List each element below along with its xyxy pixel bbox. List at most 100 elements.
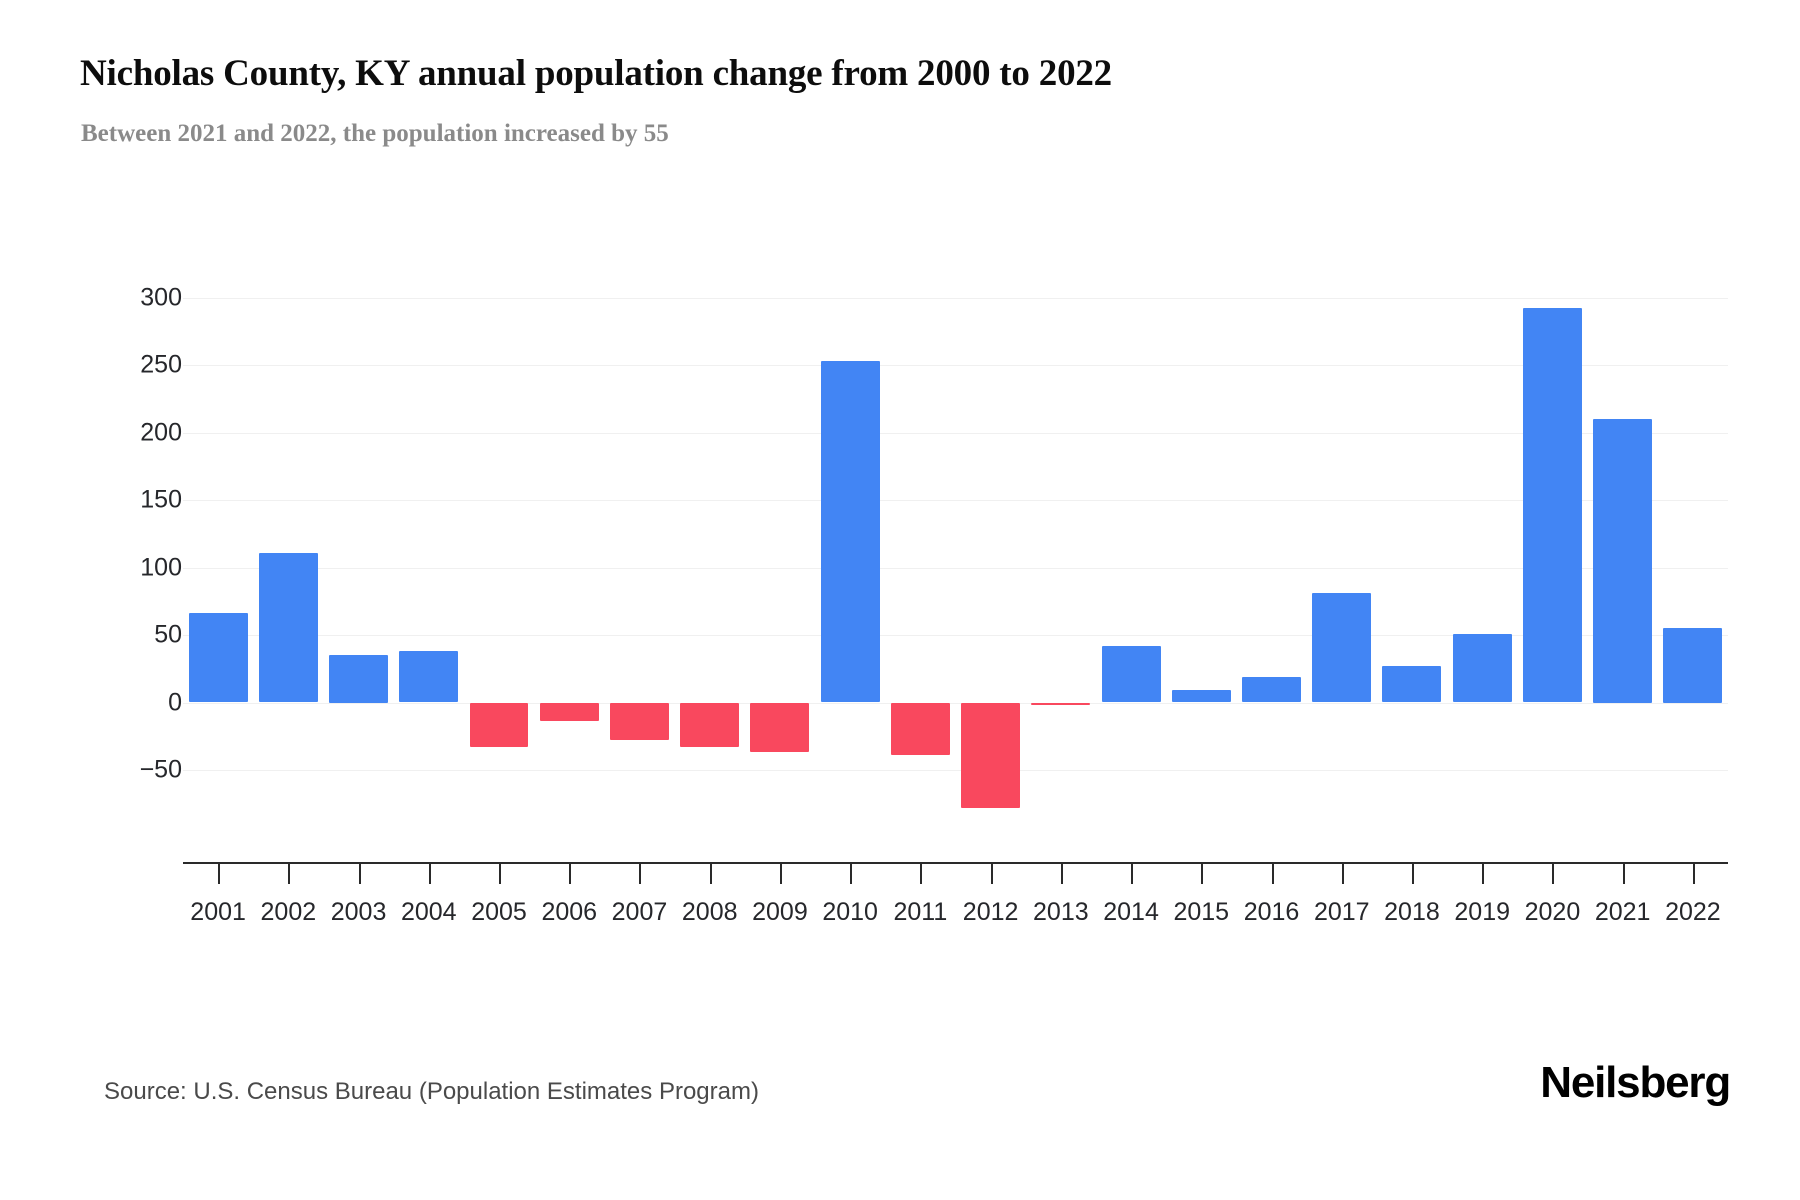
x-tick-label-2022: 2022 bbox=[1665, 898, 1721, 926]
bar-2007[interactable] bbox=[609, 702, 669, 741]
bar-2010[interactable] bbox=[820, 360, 880, 703]
x-tick-2012 bbox=[990, 862, 993, 884]
bar-2018[interactable] bbox=[1382, 666, 1442, 703]
y-tick-label: 200 bbox=[140, 418, 182, 446]
gridline-200 bbox=[183, 432, 1728, 434]
bar-2011[interactable] bbox=[890, 702, 950, 756]
bar-slot[interactable] bbox=[956, 284, 1026, 824]
bar-slot[interactable] bbox=[1166, 284, 1236, 824]
bar-2014[interactable] bbox=[1101, 645, 1161, 703]
x-tick-label-2015: 2015 bbox=[1173, 898, 1230, 926]
bar-2002[interactable] bbox=[258, 552, 318, 703]
bar-2022[interactable] bbox=[1663, 628, 1723, 703]
x-tick-2017 bbox=[1341, 862, 1344, 884]
gridline-0 bbox=[183, 702, 1728, 704]
bar-2001[interactable] bbox=[188, 613, 248, 703]
y-tick-label: 0 bbox=[168, 688, 182, 716]
y-tick-label: 300 bbox=[140, 283, 182, 311]
bar-2004[interactable] bbox=[399, 651, 459, 703]
bar-slot[interactable] bbox=[1588, 284, 1658, 824]
bar-slot[interactable] bbox=[1517, 284, 1587, 824]
bar-slot[interactable] bbox=[323, 284, 393, 824]
x-tick-label-2006: 2006 bbox=[541, 898, 598, 926]
x-tick-label-2008: 2008 bbox=[681, 898, 738, 926]
bar-slot[interactable] bbox=[464, 284, 534, 824]
bar-2021[interactable] bbox=[1593, 419, 1653, 703]
bar-2019[interactable] bbox=[1452, 633, 1512, 703]
y-tick-label: −50 bbox=[139, 755, 182, 784]
y-tick-label: 100 bbox=[140, 553, 182, 581]
plot-area bbox=[183, 284, 1728, 824]
bar-slot[interactable] bbox=[534, 284, 604, 824]
x-tick-2009 bbox=[779, 862, 782, 884]
bar-2012[interactable] bbox=[961, 702, 1021, 808]
x-tick-label-2002: 2002 bbox=[260, 898, 317, 926]
bar-slot[interactable] bbox=[253, 284, 323, 824]
x-tick-2007 bbox=[639, 862, 642, 884]
y-tick-label: 150 bbox=[140, 485, 182, 514]
bar-slot[interactable] bbox=[1447, 284, 1517, 824]
x-tick-label-2005: 2005 bbox=[471, 898, 527, 926]
x-tick-2011 bbox=[920, 862, 923, 884]
gridline-50 bbox=[183, 635, 1728, 636]
bar-slot[interactable] bbox=[183, 284, 253, 824]
x-tick-2022 bbox=[1692, 862, 1695, 884]
page-title: Nicholas County, KY annual population ch… bbox=[80, 53, 1112, 94]
x-tick-label-2003: 2003 bbox=[330, 898, 387, 926]
bar-slot[interactable] bbox=[394, 284, 464, 824]
x-tick-2015 bbox=[1201, 862, 1204, 884]
source-note: Source: U.S. Census Bureau (Population E… bbox=[104, 1078, 759, 1105]
bar-2005[interactable] bbox=[469, 702, 529, 748]
bar-2006[interactable] bbox=[539, 702, 599, 722]
x-tick-2013 bbox=[1060, 862, 1063, 884]
x-tick-2016 bbox=[1271, 862, 1274, 884]
bar-slot[interactable] bbox=[1307, 284, 1377, 824]
bar-slot[interactable] bbox=[885, 284, 955, 824]
x-tick-label-2001: 2001 bbox=[190, 898, 246, 926]
x-tick-2004 bbox=[428, 862, 431, 884]
bar-slot[interactable] bbox=[675, 284, 745, 824]
bar-2015[interactable] bbox=[1171, 690, 1231, 703]
bar-slot[interactable] bbox=[745, 284, 815, 824]
x-tick-2010 bbox=[850, 862, 853, 884]
x-tick-label-2019: 2019 bbox=[1454, 898, 1511, 926]
x-tick-label-2021: 2021 bbox=[1594, 898, 1651, 926]
x-tick-2003 bbox=[358, 862, 361, 884]
bar-2016[interactable] bbox=[1242, 676, 1301, 703]
bar-slot[interactable] bbox=[1026, 284, 1096, 824]
x-tick-label-2013: 2013 bbox=[1033, 898, 1089, 926]
gridline--50 bbox=[183, 770, 1728, 771]
x-tick-2005 bbox=[499, 862, 502, 884]
gridline-100 bbox=[183, 567, 1728, 569]
bar-slot[interactable] bbox=[604, 284, 674, 824]
x-tick-2006 bbox=[569, 862, 572, 884]
gridline-150 bbox=[183, 500, 1728, 501]
bar-slot[interactable] bbox=[1658, 284, 1728, 824]
bar-2003[interactable] bbox=[329, 655, 389, 703]
bar-series bbox=[183, 284, 1728, 824]
bar-slot[interactable] bbox=[1377, 284, 1447, 824]
bar-2020[interactable] bbox=[1522, 308, 1582, 703]
y-tick-label: 50 bbox=[154, 620, 182, 649]
y-tick-label: 250 bbox=[140, 350, 182, 379]
page-subtitle: Between 2021 and 2022, the population in… bbox=[81, 120, 669, 147]
bar-slot[interactable] bbox=[1236, 284, 1306, 824]
gridline-250 bbox=[183, 365, 1728, 366]
x-tick-label-2018: 2018 bbox=[1384, 898, 1440, 926]
bar-2017[interactable] bbox=[1312, 593, 1372, 703]
x-tick-2014 bbox=[1131, 862, 1134, 884]
x-tick-label-2009: 2009 bbox=[752, 898, 808, 926]
bar-2008[interactable] bbox=[680, 702, 740, 748]
x-tick-label-2020: 2020 bbox=[1524, 898, 1581, 926]
x-tick-label-2004: 2004 bbox=[400, 898, 457, 926]
bar-slot[interactable] bbox=[815, 284, 885, 824]
x-tick-label-2011: 2011 bbox=[893, 898, 948, 926]
x-tick-2001 bbox=[218, 862, 221, 884]
x-tick-2021 bbox=[1622, 862, 1625, 884]
bar-2009[interactable] bbox=[750, 702, 810, 753]
bar-2013[interactable] bbox=[1031, 702, 1091, 705]
bar-slot[interactable] bbox=[1096, 284, 1166, 824]
x-axis-line bbox=[183, 862, 1728, 864]
x-tick-2008 bbox=[709, 862, 712, 884]
